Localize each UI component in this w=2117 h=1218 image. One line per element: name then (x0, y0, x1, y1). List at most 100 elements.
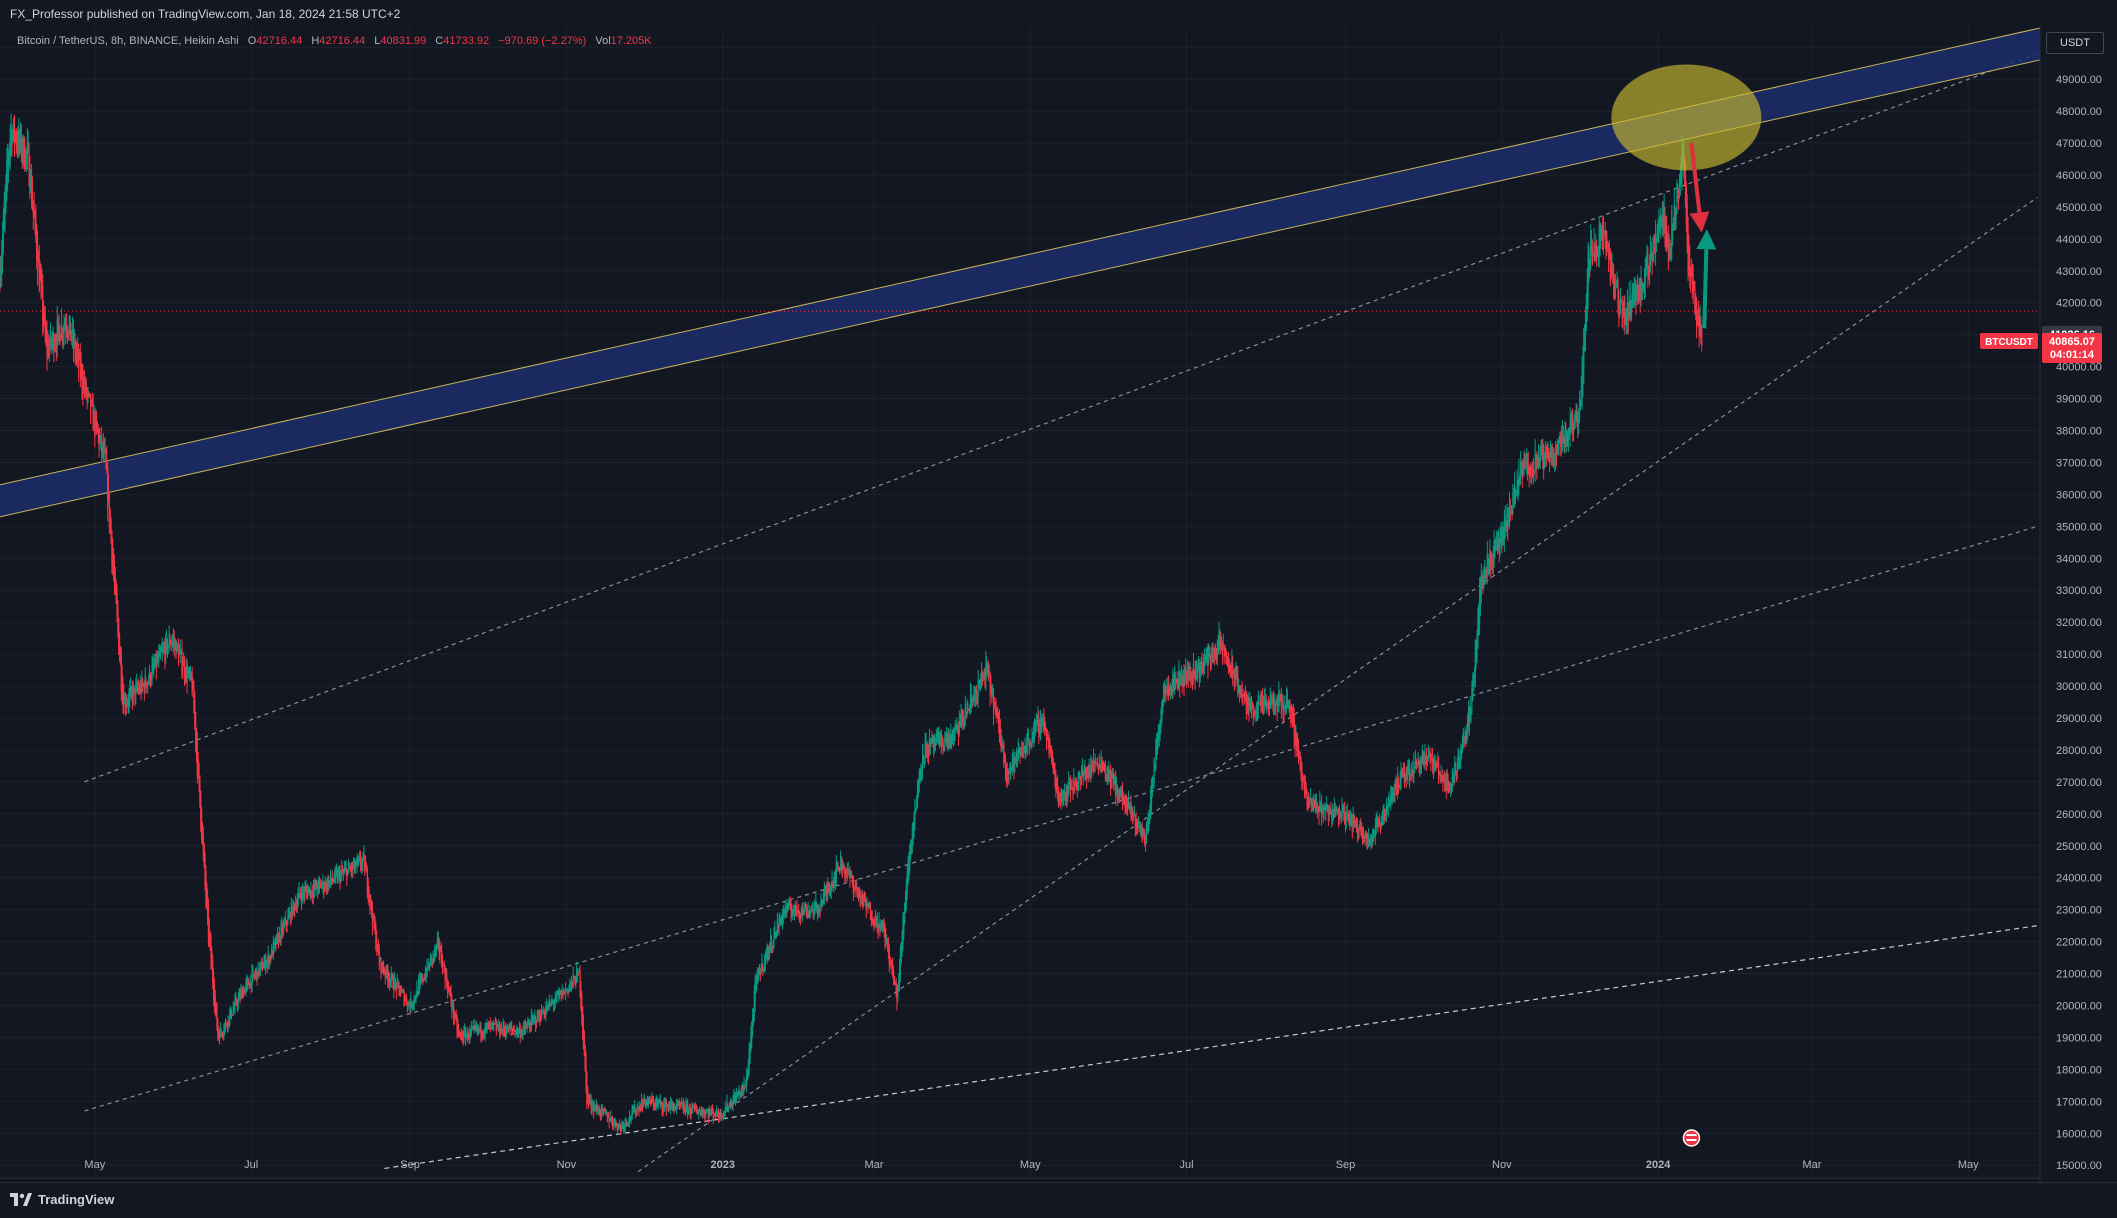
candle-body (594, 1107, 597, 1111)
tradingview-logo[interactable]: TradingView (10, 1192, 114, 1207)
candle-body (632, 1108, 634, 1113)
candle-body (1685, 187, 1687, 223)
candle-body (803, 910, 805, 915)
candle-body (288, 910, 291, 917)
candle-body (1016, 757, 1019, 759)
candle-body (721, 1115, 723, 1117)
candle-body (331, 879, 333, 882)
price-chart[interactable]: 15000.0016000.0017000.0018000.0019000.00… (0, 26, 2117, 1182)
candle-body (1003, 743, 1005, 763)
candle-body (1234, 668, 1236, 681)
price-axis[interactable]: 15000.0016000.0017000.0018000.0019000.00… (1980, 26, 2117, 1182)
candle-body (166, 641, 169, 653)
candle-body (1166, 689, 1168, 694)
candle-body (1580, 386, 1582, 405)
candle-body (879, 923, 881, 934)
candle-body (794, 901, 796, 910)
candle-body (1060, 797, 1062, 806)
chart-pane[interactable]: 15000.00 16000.00 17000.00 18000.00 19000.00… (0, 26, 2117, 1182)
candle-body (1212, 651, 1214, 655)
candle-body (160, 651, 163, 653)
candle-body (1593, 243, 1595, 256)
candle-body (1297, 746, 1300, 758)
price-tick-label: 27000.00 (2056, 777, 2102, 789)
candle-body (3, 203, 5, 231)
candle-body (274, 938, 276, 945)
candle-body (559, 990, 562, 994)
candle-body (260, 961, 263, 967)
candle-body (1152, 782, 1154, 785)
candle-body (277, 933, 279, 939)
candle-body (436, 938, 438, 948)
candle-body (1651, 254, 1653, 266)
candle-body (1219, 633, 1221, 641)
candle-body (47, 343, 49, 346)
candle-body (94, 415, 96, 437)
price-tick-label: 22000.00 (2056, 937, 2102, 949)
candle-body (249, 979, 251, 986)
candle-body (379, 958, 381, 960)
candle-body (279, 936, 281, 942)
candle-body (255, 969, 257, 975)
price-tick-label: 46000.00 (2056, 170, 2102, 182)
candle-body (1062, 799, 1064, 801)
candle-body (1000, 736, 1002, 751)
candle-body (904, 895, 907, 914)
candle-body (920, 767, 922, 778)
candle-body (1217, 642, 1219, 654)
candle-body (156, 657, 158, 665)
candle-body (1181, 674, 1183, 684)
candle-body (1246, 704, 1248, 709)
candle-body (339, 872, 341, 884)
candle-body (1210, 647, 1212, 660)
down-arrow-head (1689, 211, 1710, 233)
candle-body (145, 681, 147, 686)
candle-body (650, 1100, 652, 1106)
candle-body (1141, 827, 1143, 843)
candle-body (664, 1099, 667, 1105)
candle-body (953, 730, 955, 735)
candle-body (888, 948, 890, 966)
candle-body (1187, 672, 1189, 681)
last-price-tag-text: 04:01:14 (2050, 349, 2095, 361)
candle-body (523, 1024, 526, 1029)
candle-body (455, 1015, 457, 1020)
candle-body (446, 975, 448, 987)
candle-body (543, 1012, 545, 1016)
candle-body (1148, 810, 1150, 824)
candle-body (1423, 759, 1425, 762)
candle-body (998, 719, 1001, 741)
candle-body (749, 1044, 751, 1060)
candle-body (1643, 285, 1645, 288)
candle-body (418, 979, 421, 988)
candle-body (991, 686, 993, 699)
candle-body (520, 1032, 522, 1034)
candle-body (707, 1111, 709, 1118)
candle-body (1624, 311, 1626, 326)
candle-body (918, 776, 920, 791)
candle-body (899, 949, 902, 976)
candle-body (482, 1034, 485, 1036)
price-tick-label: 42000.00 (2056, 298, 2102, 310)
candle-body (1256, 709, 1259, 711)
candle-body (1292, 713, 1294, 717)
candle-body (1142, 828, 1144, 836)
candle-body (731, 1104, 733, 1107)
candle-body (78, 354, 81, 360)
candle-body (540, 1017, 542, 1022)
candle-body (1583, 328, 1585, 371)
candle-body (675, 1108, 677, 1110)
candle-body (1162, 685, 1165, 707)
candle-body (66, 328, 69, 335)
candle-body (1325, 807, 1327, 813)
currency-button[interactable]: USDT (2046, 32, 2104, 54)
time-axis[interactable]: May Jul Sep Nov 2023 Mar May Jul Sep Nov 2024 Mar Ma… (0, 1159, 2040, 1179)
time-tick-label: 2024 (1646, 1159, 1671, 1171)
candle-body (1065, 785, 1067, 797)
candle-body (16, 140, 18, 146)
candle-body (323, 882, 325, 892)
candle-body (1541, 447, 1543, 451)
candle-body (886, 938, 888, 940)
candle-body (160, 651, 162, 653)
candle-body (1089, 771, 1091, 775)
